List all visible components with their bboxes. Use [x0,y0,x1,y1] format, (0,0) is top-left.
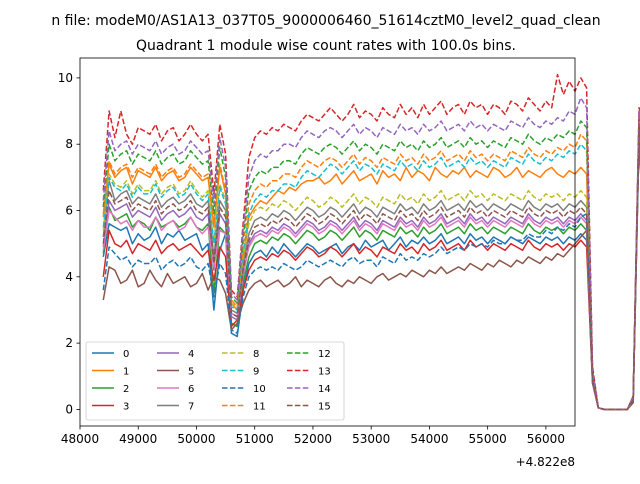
legend-label-5: 5 [188,367,194,378]
y-tick-label: 10 [58,71,73,85]
series-lines [102,73,640,411]
x-tick-label: 53000 [352,432,390,446]
x-tick-label: 54000 [410,432,448,446]
legend-label-1: 1 [123,367,129,378]
legend-label-15: 15 [318,402,331,413]
y-tick-label: 6 [65,204,73,218]
y-tick-label: 4 [65,270,73,284]
x-tick-label: 55000 [469,432,507,446]
x-tick-label: 48000 [61,432,99,446]
series-line-10 [102,130,640,411]
legend-label-4: 4 [188,349,194,360]
legend-label-12: 12 [318,349,331,360]
x-tick-label: 52000 [294,432,332,446]
legend-box [85,341,345,421]
x-tick-label: 56000 [527,432,565,446]
legend-label-3: 3 [123,402,129,413]
x-tick-label: 49000 [119,432,157,446]
series-line-13 [102,73,640,411]
series-line-12 [102,110,640,411]
legend-label-11: 11 [253,402,266,413]
legend-label-6: 6 [188,384,194,395]
x-axis-offset-label: +4.822e8 [516,455,575,469]
y-tick-label: 2 [65,336,73,350]
legend-label-7: 7 [188,402,194,413]
x-tick-label: 50000 [177,432,215,446]
legend-label-10: 10 [253,384,266,395]
plot-frame [79,57,576,427]
legend-label-8: 8 [253,349,259,360]
legend-label-13: 13 [318,367,331,378]
series-line-14 [102,97,640,411]
legend-label-9: 9 [253,367,259,378]
chart-title: Quadrant 1 module wise count rates with … [136,38,516,54]
legend-label-2: 2 [123,384,129,395]
series-line-15 [102,123,640,411]
legend-label-14: 14 [318,384,331,395]
series-line-9 [102,130,640,411]
legend-label-0: 0 [123,349,129,360]
series-line-5 [102,136,640,411]
y-tick-label: 0 [65,402,73,416]
y-tick-label: 8 [65,137,73,151]
x-tick-label: 51000 [236,432,274,446]
axes: 48000 49000 50000 51000 52000 53000 54000 55000… [58,57,576,446]
figure-suptitle: n file: modeM0/AS1A13_037T05_9000006460_… [51,13,600,29]
series-line-3 [102,133,640,411]
series-line-6 [102,126,640,411]
